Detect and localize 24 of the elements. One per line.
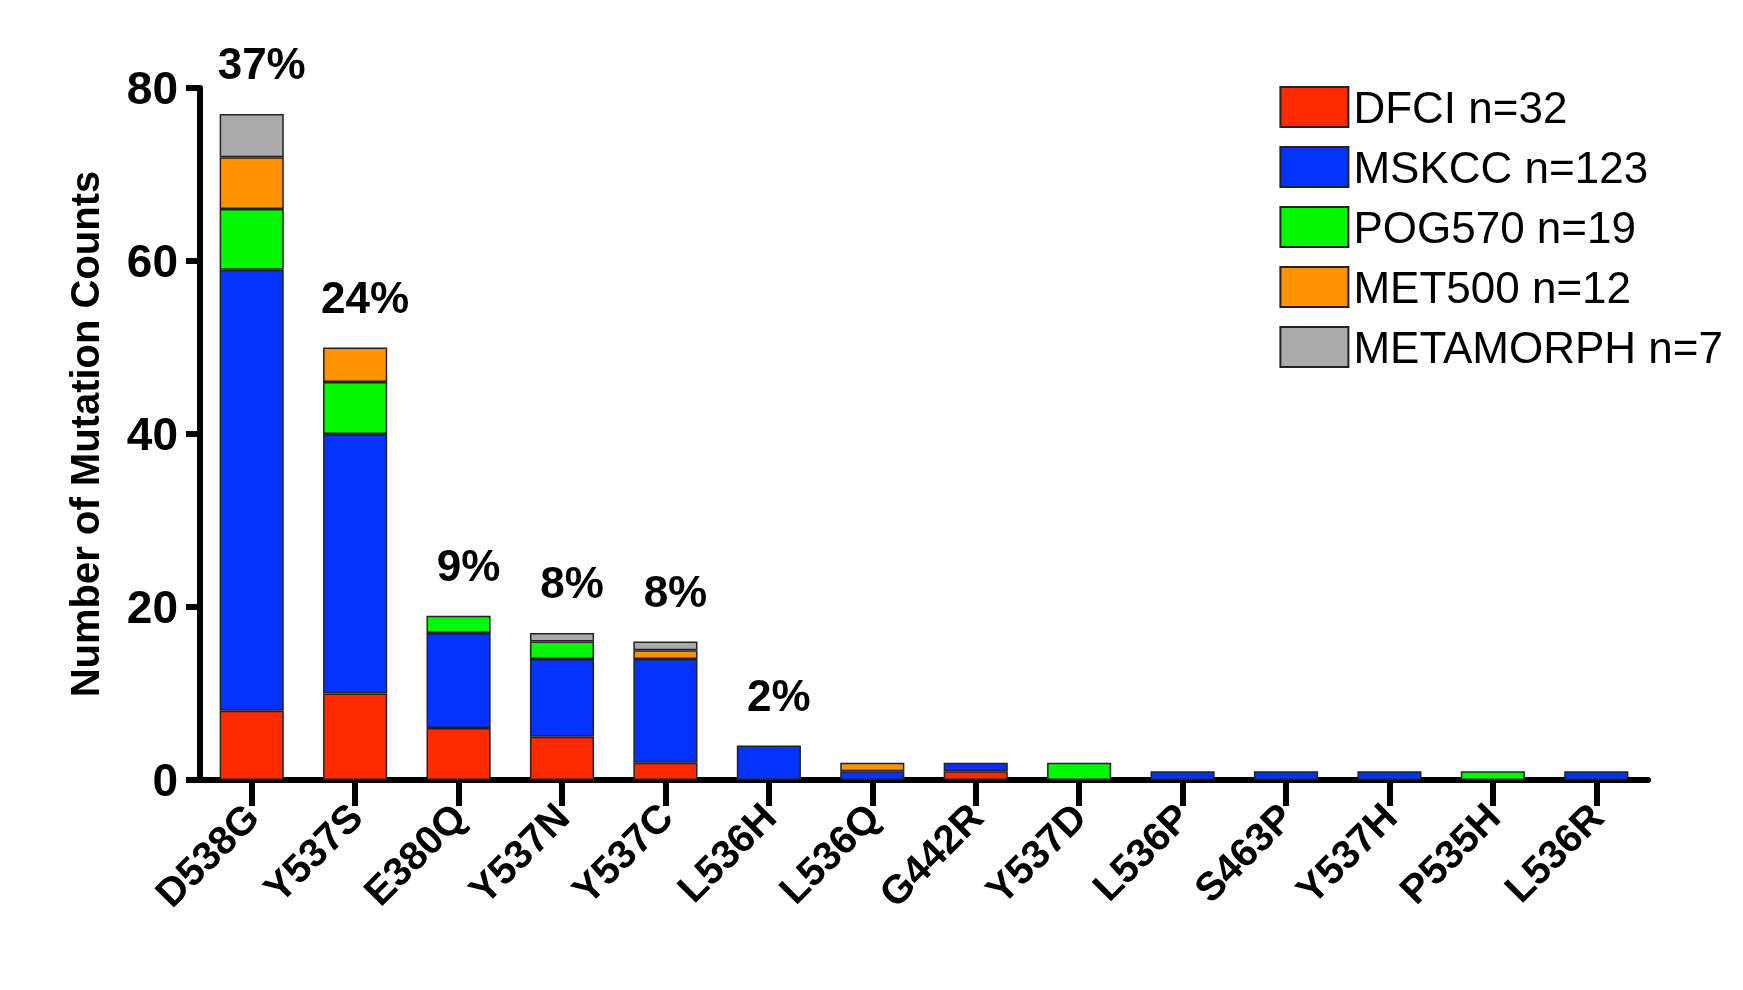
bar [1150, 771, 1215, 780]
legend-label: DFCI n=32 [1353, 82, 1568, 132]
y-tick-label: 0 [152, 754, 178, 806]
bar [1047, 762, 1112, 780]
annotation: 8% [540, 558, 604, 608]
legend-label: MET500 n=12 [1353, 262, 1632, 312]
legend-label: POG570 n=19 [1353, 202, 1636, 252]
legend-label: METAMORPH n=7 [1353, 322, 1724, 372]
legend-label: MSKCC n=123 [1353, 142, 1649, 192]
bar [1460, 771, 1525, 780]
y-axis-title: Number of Mutation Counts [63, 170, 107, 698]
bar [1564, 771, 1629, 780]
annotation: 8% [643, 567, 708, 617]
bar [736, 745, 801, 780]
annotation: 2% [747, 670, 811, 720]
annotation: 24% [321, 273, 410, 322]
annotation: 9% [436, 541, 501, 591]
y-tick-label: 80 [126, 62, 178, 114]
y-tick-label: 60 [126, 235, 178, 287]
y-tick-label: 20 [126, 581, 178, 633]
y-tick-label: 40 [126, 408, 178, 460]
annotation: 37% [217, 39, 306, 89]
bar [1253, 771, 1319, 780]
bar [1357, 771, 1422, 780]
